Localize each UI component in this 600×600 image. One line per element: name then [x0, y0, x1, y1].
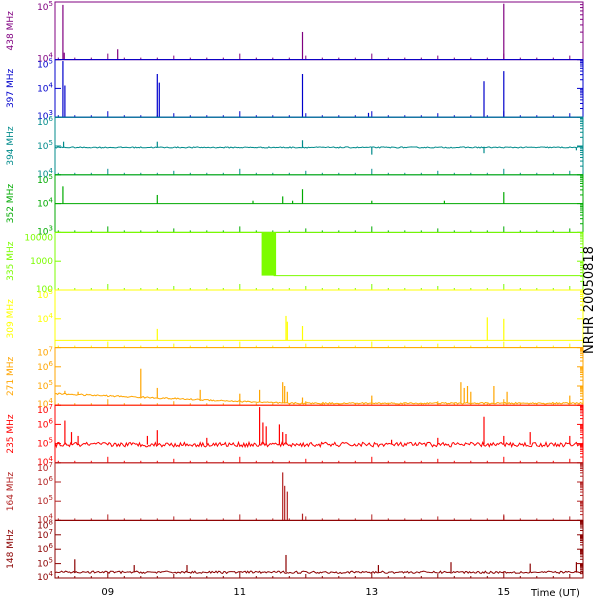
panel-335-mhz: 100 1000 10000 335 MHz	[6, 231, 584, 295]
panel-label: 271 MHz	[6, 356, 16, 396]
panel-397-mhz: 103 104 105 397 MHz	[6, 58, 584, 122]
y-tick-label: 107	[37, 346, 53, 359]
y-tick-label: 106	[37, 475, 53, 488]
series-line	[55, 231, 583, 277]
panel-frame	[54, 462, 584, 521]
y-tick-label: 107	[37, 461, 53, 474]
panel-label: 394 MHz	[6, 126, 16, 166]
series-line	[54, 392, 584, 405]
panel-label: 352 MHz	[6, 184, 16, 224]
y-tick-label: 103	[37, 109, 53, 122]
y-tick-label: 104	[37, 81, 53, 94]
y-tick-label: 106	[37, 417, 53, 430]
y-tick-label: 105	[37, 437, 53, 450]
y-tick-label: 104	[37, 570, 53, 583]
x-axis-label: Time (UT)	[530, 588, 580, 599]
panel-352-mhz: 103 104 105 352 MHz	[6, 173, 584, 237]
y-tick-label: 106	[37, 360, 53, 373]
y-tick-label: 104	[37, 167, 53, 180]
y-tick-label: 108	[37, 518, 53, 531]
panel-label: 148 MHz	[6, 529, 16, 569]
y-tick-label: 10000	[24, 233, 53, 243]
x-tick-label: 15	[497, 587, 510, 598]
y-tick-label: 105	[37, 58, 53, 71]
y-tick-label: 104	[37, 197, 53, 210]
panel-frame	[54, 404, 584, 464]
panel-label: 235 MHz	[6, 414, 16, 454]
x-tick-label: 09	[101, 587, 114, 598]
panel-label: 335 MHz	[6, 241, 16, 281]
y-tick-label: 104	[37, 312, 53, 325]
panel-frame	[54, 231, 584, 291]
y-tick-label: 104	[37, 397, 53, 410]
y-tick-label: 107	[37, 403, 53, 416]
y-tick-label: 100	[36, 285, 53, 295]
panel-label: 397 MHz	[6, 68, 16, 108]
panel-309-mhz: 104 105 309 MHz	[6, 288, 584, 349]
x-tick-label: 13	[365, 587, 378, 598]
panel-438-mhz: 104 105 438 MHz	[6, 0, 584, 65]
panel-label: 438 MHz	[6, 11, 16, 51]
y-tick-label: 106	[37, 115, 53, 128]
station-label: NRHR 20050818	[582, 246, 597, 354]
y-tick-label: 105	[37, 494, 53, 507]
y-tick-label: 104	[37, 455, 53, 468]
panel-frame	[54, 116, 584, 176]
y-tick-label: 1000	[30, 257, 53, 267]
y-tick-label: 105	[37, 557, 53, 570]
panel-label: 309 MHz	[6, 299, 16, 339]
y-tick-label: 105	[37, 288, 53, 301]
panel-394-mhz: 104 105 106 394 MHz	[6, 115, 584, 180]
y-tick-label: 105	[37, 173, 53, 186]
panel-label: 164 MHz	[6, 472, 16, 512]
y-tick-label: 107	[37, 528, 53, 541]
y-tick-label: 105	[37, 379, 53, 392]
x-tick-label: 11	[233, 587, 246, 598]
series-line	[54, 146, 584, 149]
y-tick-label: 103	[37, 224, 53, 237]
x-tick-labels: 09 11 13 15	[101, 587, 510, 598]
y-tick-label: 104	[37, 52, 53, 65]
y-tick-label: 106	[37, 542, 53, 555]
burst-block	[261, 232, 277, 276]
series-line	[54, 440, 584, 449]
series-line	[54, 570, 584, 575]
y-tick-label: 105	[37, 139, 53, 152]
y-tick-label: 104	[37, 512, 53, 525]
y-tick-label: 105	[37, 0, 53, 13]
